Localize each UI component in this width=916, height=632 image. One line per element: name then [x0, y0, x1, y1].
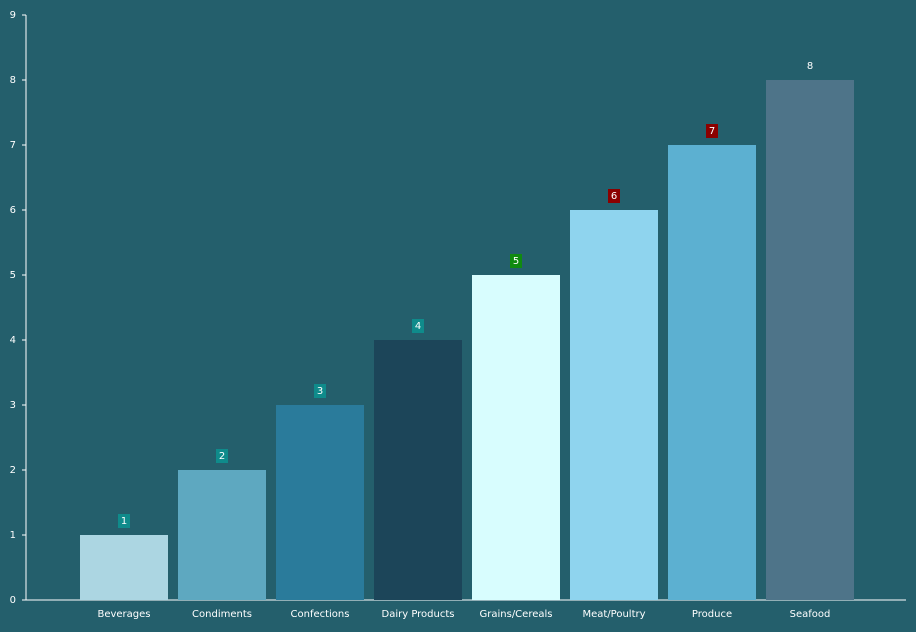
y-tick-label: 3 [10, 400, 16, 411]
value-label-box [510, 254, 522, 268]
value-label: 7 [709, 126, 715, 137]
x-tick-label: Dairy Products [382, 609, 455, 620]
y-tick-label: 6 [10, 205, 16, 216]
value-label: 4 [415, 321, 421, 332]
y-tick-label: 9 [10, 10, 16, 21]
y-tick-label: 2 [10, 465, 16, 476]
value-label-box [412, 319, 424, 333]
value-label-box [118, 514, 130, 528]
value-label: 6 [611, 191, 617, 202]
y-tick-label: 7 [10, 140, 16, 151]
bar [80, 535, 168, 600]
y-tick-label: 1 [10, 530, 16, 541]
value-label-box [216, 449, 228, 463]
x-tick-label: Grains/Cereals [480, 609, 553, 620]
x-tick-label: Produce [692, 609, 732, 620]
x-tick-label: Condiments [192, 609, 252, 620]
value-label-box [314, 384, 326, 398]
y-tick-label: 8 [10, 75, 16, 86]
bar [276, 405, 364, 600]
value-label: 1 [121, 516, 127, 527]
bar [766, 80, 854, 600]
value-label: 2 [219, 451, 225, 462]
y-tick-label: 5 [10, 270, 16, 281]
x-tick-label: Seafood [790, 609, 831, 620]
bar [668, 145, 756, 600]
y-tick-label: 4 [10, 335, 16, 346]
bar [374, 340, 462, 600]
x-tick-label: Beverages [97, 609, 150, 620]
value-label-box [706, 124, 718, 138]
x-tick-label: Meat/Poultry [582, 609, 645, 620]
x-tick-label: Confections [291, 609, 350, 620]
bar [570, 210, 658, 600]
value-label: 8 [807, 61, 813, 72]
bar [178, 470, 266, 600]
y-tick-label: 0 [10, 595, 16, 606]
value-label: 5 [513, 256, 519, 267]
value-label-box [608, 189, 620, 203]
bar [472, 275, 560, 600]
value-label: 3 [317, 386, 323, 397]
